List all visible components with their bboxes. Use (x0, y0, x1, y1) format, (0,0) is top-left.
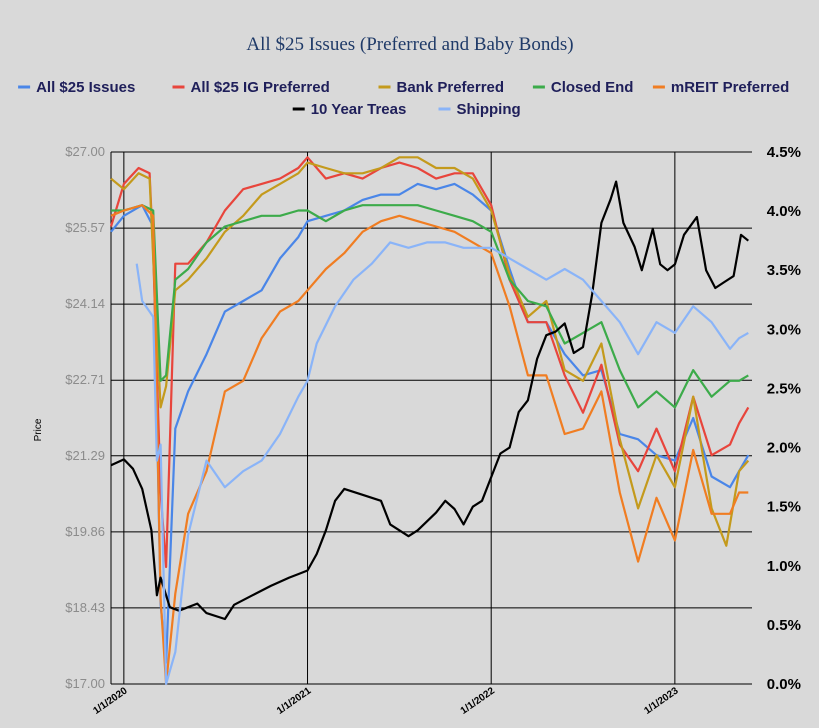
legend-label: 10 Year Treas (311, 101, 407, 118)
y-tick-label-right: 4.0% (767, 203, 801, 220)
legend-label: Bank Preferred (397, 79, 505, 96)
y-tick-label-right: 2.5% (767, 380, 801, 397)
y-tick-label-right: 0.5% (767, 617, 801, 634)
series-line (109, 156, 750, 569)
legend-label: Closed End (551, 79, 634, 96)
series-line (111, 204, 749, 409)
legend-label: All $25 IG Preferred (191, 79, 330, 96)
y-tick-label-left: $27.00 (65, 144, 105, 159)
y-tick-label-left: $22.71 (65, 372, 105, 387)
y-tick-label-right: 4.5% (767, 144, 801, 161)
legend: All $25 Issues All $25 IG Preferred Bank P… (18, 79, 789, 118)
y-tick-label-right: 0.0% (767, 676, 801, 693)
y-axis-right: 4.5% 4.0% 3.5% 3.0% 2.5% 2.0% 1.5% 1.0% 0.5% 0.0% (767, 144, 801, 693)
gridlines (110, 151, 752, 685)
legend-label: All $25 Issues (36, 79, 135, 96)
y-axis-left: $27.00 $25.57 $24.14 $22.71 $21.29 $19.86 $18.… (65, 144, 105, 691)
y-axis-label: Price (33, 418, 44, 441)
y-tick-label-left: $18.43 (65, 600, 105, 615)
y-tick-label-left: $21.29 (65, 448, 105, 463)
legend-label: Shipping (457, 101, 521, 118)
y-tick-label-left: $19.86 (65, 524, 105, 539)
y-tick-label-right: 1.0% (767, 558, 801, 575)
legend-label: mREIT Preferred (671, 79, 789, 96)
series-line (110, 180, 749, 621)
series-line (110, 204, 749, 686)
y-tick-label-right: 1.5% (767, 499, 801, 516)
y-tick-label-left: $25.57 (65, 220, 105, 235)
chart-title: All $25 Issues (Preferred and Baby Bonds… (246, 34, 573, 55)
y-tick-label-left: $24.14 (65, 296, 105, 311)
y-tick-label-right: 3.5% (767, 262, 801, 279)
series-layer (109, 156, 750, 686)
y-tick-label-left: $17.00 (65, 676, 105, 691)
series-line (135, 241, 749, 686)
y-tick-label-right: 3.0% (767, 321, 801, 338)
y-tick-label-right: 2.0% (767, 440, 801, 457)
